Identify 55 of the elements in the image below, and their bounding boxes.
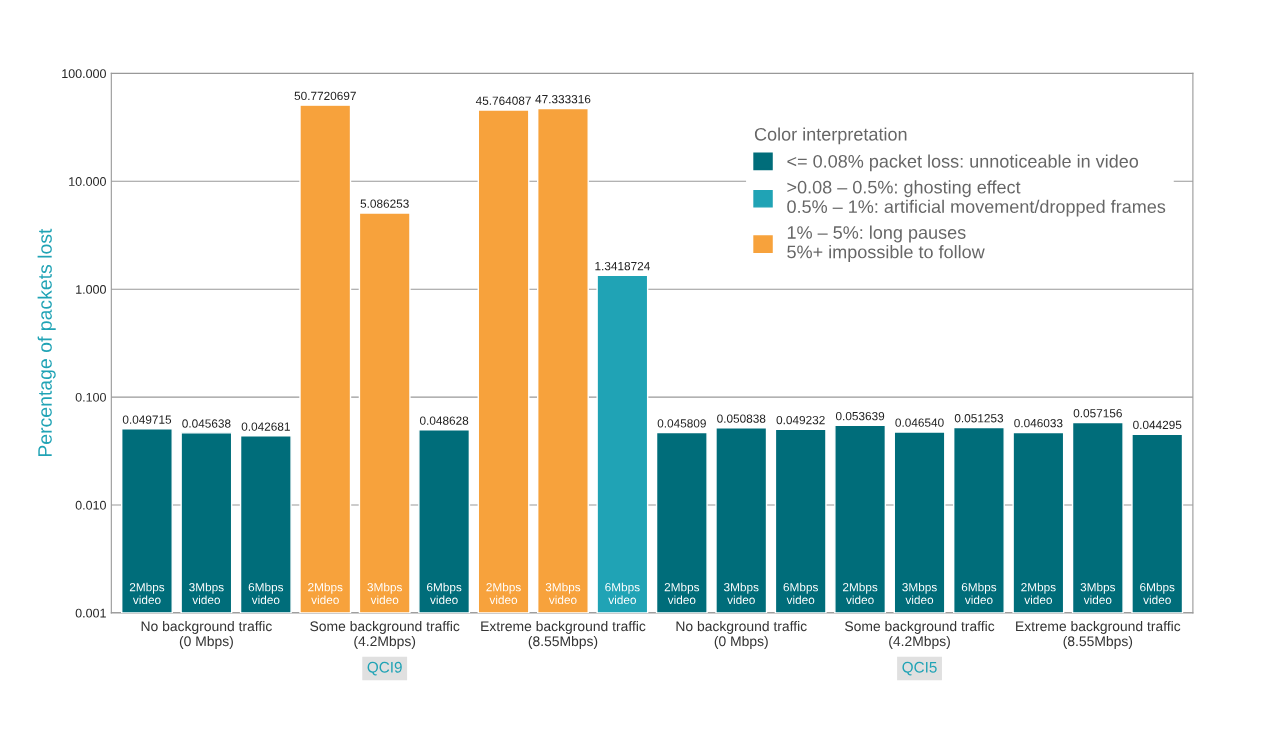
text: Extreme background traffic (8.55Mbps) bbox=[481, 620, 646, 649]
x-tick-label: 2Mbps video bbox=[1021, 582, 1056, 605]
y-axis-title: Percentage of packets lost bbox=[37, 228, 56, 457]
y-tick-label: 10.000 bbox=[69, 177, 106, 186]
data-label: 0.045638 bbox=[182, 419, 231, 428]
x-tick-label: 2Mbps video bbox=[486, 582, 521, 605]
text: QCI5 bbox=[902, 661, 937, 676]
text: No background traffic (0 Mbps) bbox=[141, 620, 272, 649]
data-label: 47.333316 bbox=[535, 94, 591, 104]
x-tick-label: 2Mbps video bbox=[842, 582, 878, 605]
data-label: 5.086253 bbox=[360, 199, 409, 208]
x-tick-label: 2Mbps video bbox=[129, 582, 165, 605]
data-label: 50.7720697 bbox=[294, 91, 356, 101]
data-label: 0.053639 bbox=[835, 411, 885, 421]
y-tick-label: 100.000 bbox=[62, 69, 106, 79]
data-label: 0.051253 bbox=[954, 414, 1004, 423]
data-label: 0.046033 bbox=[1014, 418, 1063, 428]
data-label: 0.045809 bbox=[657, 419, 706, 428]
x-tick-label: 6Mbps video bbox=[605, 582, 640, 605]
x-tick-label: 2Mbps video bbox=[664, 582, 700, 605]
text: Extreme background traffic (8.55Mbps) bbox=[1016, 620, 1181, 649]
legend-label: <= 0.08% packet loss: unnoticeable in video bbox=[787, 154, 1139, 172]
y-tick-label: 0.001 bbox=[75, 608, 106, 618]
text: Some background traffic (4.2Mbps) bbox=[845, 620, 995, 649]
text: QCI9 bbox=[367, 661, 402, 676]
text: Some background traffic (4.2Mbps) bbox=[310, 620, 460, 649]
data-label: 0.049232 bbox=[776, 415, 825, 425]
data-label: 0.048628 bbox=[419, 416, 469, 425]
x-tick-label: 3Mbps video bbox=[545, 582, 581, 605]
data-label: 0.044295 bbox=[1133, 420, 1182, 430]
x-tick-label: 6Mbps video bbox=[783, 582, 818, 605]
x-tick-label: 6Mbps video bbox=[961, 582, 997, 605]
x-tick-label: 2Mbps video bbox=[308, 582, 343, 605]
data-label: 0.042681 bbox=[241, 422, 290, 431]
data-label: 0.050838 bbox=[717, 414, 766, 423]
x-tick-label: 3Mbps video bbox=[723, 582, 759, 605]
y-tick-label: 0.100 bbox=[75, 392, 106, 402]
x-tick-label: 3Mbps video bbox=[189, 582, 224, 605]
legend-title: Color interpretation bbox=[754, 127, 907, 145]
x-tick-label: 6Mbps video bbox=[1140, 582, 1175, 605]
data-label: 45.764087 bbox=[475, 96, 531, 105]
data-label: 0.057156 bbox=[1073, 409, 1122, 418]
x-tick-label: 3Mbps video bbox=[902, 582, 937, 605]
x-tick-label: 6Mbps video bbox=[248, 582, 284, 605]
x-tick-label: 3Mbps video bbox=[367, 582, 402, 605]
x-tick-label: 6Mbps video bbox=[427, 582, 462, 605]
y-tick-label: 0.010 bbox=[75, 500, 106, 510]
y-tick-label: 1.000 bbox=[76, 285, 106, 294]
data-label: 0.046540 bbox=[895, 418, 944, 427]
x-tick-label: 3Mbps video bbox=[1080, 582, 1116, 605]
legend-label: >0.08 – 0.5%: ghosting effect 0.5% – 1%: artificial movement/dropped frames bbox=[787, 180, 1166, 217]
data-label: 0.049715 bbox=[122, 415, 172, 424]
legend-label: 1% – 5%: long pauses 5%+ impossible to follow bbox=[787, 225, 985, 262]
data-label: 1.3418724 bbox=[595, 261, 650, 271]
text: No background traffic (0 Mbps) bbox=[676, 620, 807, 649]
